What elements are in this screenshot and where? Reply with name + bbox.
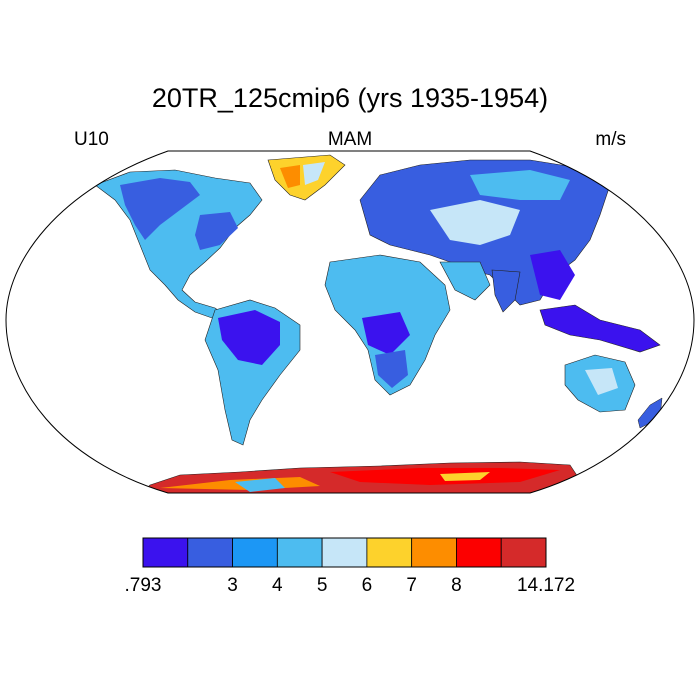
greenland-center <box>303 162 325 185</box>
colorbar-cell-0 <box>142 537 189 568</box>
colorbar-tick-label: 5 <box>316 575 328 596</box>
colorbar-cell-4 <box>321 537 368 568</box>
antarctica-yellow <box>440 472 490 481</box>
southeast-asia-dark <box>530 250 575 300</box>
variable-label: U10 <box>74 129 109 150</box>
colorbar-cell-3 <box>276 537 323 568</box>
season-label: MAM <box>327 129 373 150</box>
plot-title: 20TR_125cmip6 (yrs 1935-1954) <box>151 83 549 113</box>
north-america-dark <box>120 178 200 240</box>
eastern-canada-dark <box>195 212 238 250</box>
greenland-orange <box>280 165 300 188</box>
colorbar-tick-label: 3 <box>227 575 238 596</box>
central-asia-light <box>430 200 520 245</box>
colorbar-tick-label: 6 <box>361 575 373 596</box>
southern-africa-mid <box>375 350 408 388</box>
antarctica-light <box>235 478 285 492</box>
amazon-dark <box>218 310 280 365</box>
maritime-continent <box>539 304 661 353</box>
colorbar-tick-label: 7 <box>406 575 417 596</box>
colorbar-cell-6 <box>411 537 457 568</box>
colorbar-tick-label: 4 <box>272 575 283 596</box>
australia-light <box>585 368 618 395</box>
colorbar-cell-1 <box>187 537 233 568</box>
colorbar-cell-7 <box>456 537 502 568</box>
colorbar-cell-5 <box>366 537 413 568</box>
congo-dark <box>362 312 410 355</box>
colorbar-cell-2 <box>232 537 278 568</box>
colorbar-tick-label: 14.172 <box>516 575 576 596</box>
map-frame <box>5 150 695 494</box>
middle-east-land <box>439 261 491 301</box>
colorbar-cell-8 <box>500 537 547 568</box>
colorbar-frame <box>142 537 547 568</box>
colorbar-tick-label: 8 <box>451 575 462 596</box>
india-land <box>491 269 521 313</box>
units-label: m/s <box>595 129 626 150</box>
colorbar-tick-label: .793 <box>124 575 162 596</box>
siberia-light <box>470 170 570 200</box>
